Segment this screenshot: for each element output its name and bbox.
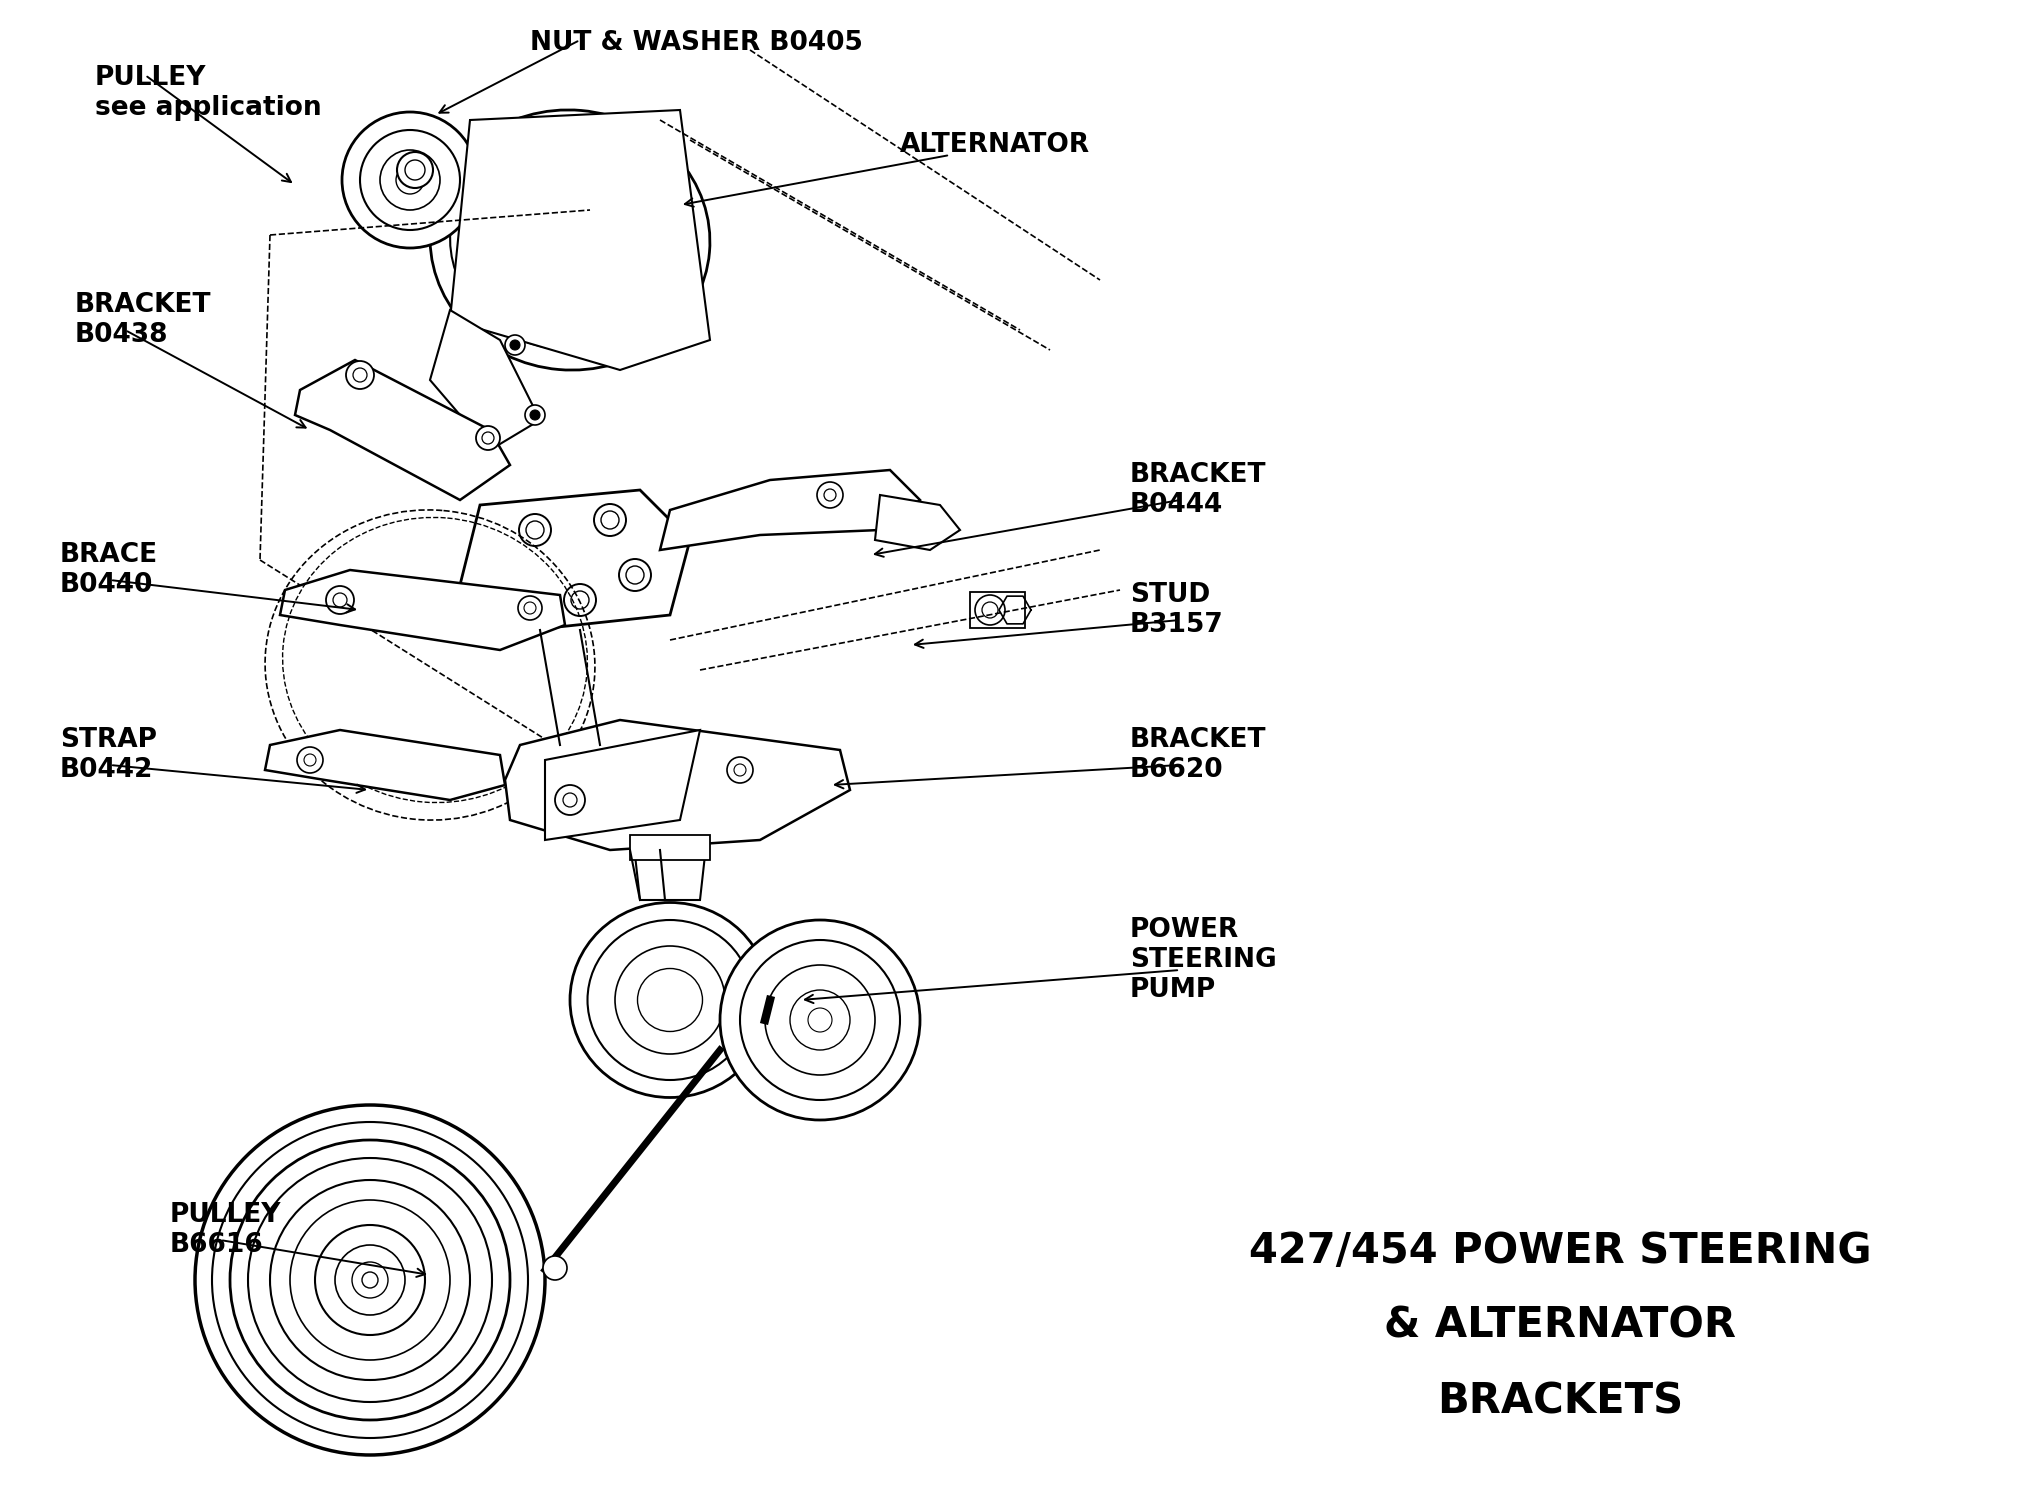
Circle shape — [551, 222, 608, 278]
Circle shape — [353, 1262, 387, 1297]
Circle shape — [505, 175, 655, 325]
Circle shape — [379, 149, 440, 211]
Text: ALTERNATOR: ALTERNATOR — [900, 131, 1091, 158]
Text: 427/454 POWER STEERING: 427/454 POWER STEERING — [1249, 1230, 1871, 1272]
Text: STUD
B3157: STUD B3157 — [1129, 582, 1224, 638]
Text: STRAP
B0442: STRAP B0442 — [61, 727, 156, 782]
Circle shape — [809, 1008, 831, 1032]
Circle shape — [564, 793, 578, 808]
Polygon shape — [280, 570, 566, 649]
Circle shape — [740, 941, 900, 1100]
Circle shape — [572, 591, 590, 609]
Polygon shape — [430, 311, 539, 449]
Circle shape — [304, 754, 316, 766]
Text: & ALTERNATOR: & ALTERNATOR — [1384, 1305, 1735, 1347]
Circle shape — [343, 112, 478, 248]
Circle shape — [476, 426, 501, 449]
Circle shape — [195, 1105, 545, 1456]
Circle shape — [405, 160, 426, 181]
Circle shape — [626, 566, 645, 584]
Polygon shape — [876, 496, 961, 549]
Polygon shape — [661, 470, 920, 549]
Circle shape — [290, 1200, 450, 1360]
Circle shape — [270, 1179, 470, 1380]
Text: BRACKET
B0444: BRACKET B0444 — [1129, 461, 1267, 518]
Circle shape — [600, 511, 618, 529]
Circle shape — [361, 130, 460, 230]
Circle shape — [543, 1256, 568, 1280]
Circle shape — [564, 584, 596, 617]
Circle shape — [511, 340, 521, 349]
Circle shape — [728, 757, 752, 782]
Circle shape — [525, 405, 545, 426]
Circle shape — [981, 602, 997, 618]
Circle shape — [720, 920, 920, 1120]
Polygon shape — [634, 855, 705, 900]
Circle shape — [353, 367, 367, 382]
Circle shape — [347, 361, 375, 390]
Circle shape — [519, 514, 551, 546]
Ellipse shape — [450, 130, 689, 349]
Polygon shape — [505, 720, 849, 850]
Circle shape — [618, 558, 651, 591]
Polygon shape — [460, 490, 689, 630]
Ellipse shape — [614, 947, 726, 1054]
Ellipse shape — [588, 920, 752, 1079]
Circle shape — [791, 990, 849, 1050]
Circle shape — [229, 1141, 511, 1420]
Circle shape — [395, 166, 424, 194]
Circle shape — [363, 1272, 377, 1288]
Circle shape — [817, 482, 843, 508]
Circle shape — [482, 431, 495, 443]
Text: BRACKET
B0438: BRACKET B0438 — [75, 293, 211, 348]
Circle shape — [298, 746, 322, 773]
Circle shape — [825, 490, 835, 502]
Circle shape — [594, 505, 626, 536]
Text: PULLEY
see application: PULLEY see application — [95, 66, 322, 121]
Polygon shape — [296, 360, 511, 500]
Polygon shape — [545, 730, 699, 841]
Circle shape — [326, 585, 355, 614]
Polygon shape — [971, 593, 1026, 629]
Ellipse shape — [639, 969, 703, 1032]
Text: PULLEY
B6616: PULLEY B6616 — [170, 1202, 282, 1259]
Circle shape — [334, 1245, 405, 1315]
Circle shape — [397, 152, 434, 188]
Circle shape — [332, 593, 347, 608]
Polygon shape — [630, 835, 709, 860]
Circle shape — [213, 1123, 527, 1438]
Text: BRACKETS: BRACKETS — [1437, 1380, 1682, 1421]
Text: POWER
STEERING
PUMP: POWER STEERING PUMP — [1129, 917, 1277, 1003]
Circle shape — [555, 785, 586, 815]
Circle shape — [525, 521, 543, 539]
Circle shape — [505, 334, 525, 355]
Polygon shape — [450, 110, 709, 370]
Circle shape — [813, 997, 831, 1018]
Text: NUT & WASHER B0405: NUT & WASHER B0405 — [529, 30, 864, 57]
Circle shape — [529, 411, 539, 420]
Circle shape — [529, 200, 630, 300]
Text: BRACE
B0440: BRACE B0440 — [61, 542, 158, 599]
Circle shape — [519, 596, 541, 620]
Text: BRACKET
B6620: BRACKET B6620 — [1129, 727, 1267, 782]
Circle shape — [525, 602, 535, 614]
Circle shape — [734, 764, 746, 776]
Circle shape — [314, 1224, 426, 1335]
Circle shape — [247, 1159, 493, 1402]
Ellipse shape — [430, 110, 709, 370]
Ellipse shape — [570, 902, 770, 1097]
Circle shape — [975, 596, 1005, 626]
Circle shape — [764, 964, 876, 1075]
Polygon shape — [266, 730, 505, 800]
